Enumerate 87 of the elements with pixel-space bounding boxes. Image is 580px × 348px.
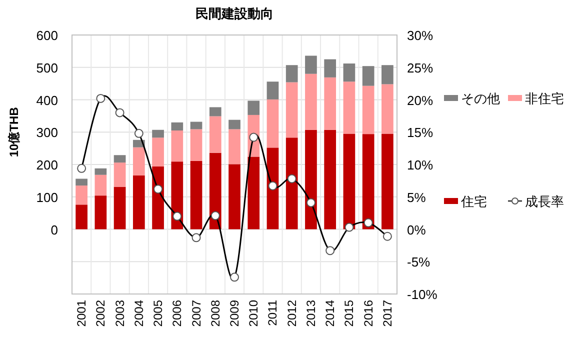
x-tick-label: 2015 (342, 300, 356, 327)
bar (248, 156, 260, 230)
y2-tick-label: 20% (407, 92, 434, 108)
bar (114, 162, 126, 187)
bar (382, 134, 394, 230)
y-tick-label: 200 (36, 158, 58, 172)
bar (76, 204, 88, 230)
legend-label: 非住宅 (525, 91, 564, 106)
bar (382, 65, 394, 84)
y2-tick-label: 5% (407, 190, 426, 205)
bar (286, 82, 298, 138)
y-tick-label: 400 (36, 92, 58, 108)
bar (266, 99, 279, 148)
bar (266, 82, 279, 100)
bar (209, 116, 222, 153)
bar (343, 134, 356, 230)
y2-tick-label: 15% (407, 125, 434, 140)
x-tick-label: 2016 (361, 300, 376, 327)
bar (362, 66, 374, 86)
bar (94, 174, 107, 196)
y2-tick-label: 0% (407, 222, 426, 238)
x-tick-label: 2011 (266, 300, 280, 326)
legend-label: その他 (461, 91, 500, 106)
bar (94, 168, 107, 175)
bar (286, 138, 298, 230)
y2-tick-label: 25% (407, 60, 434, 76)
x-tick-label: 2004 (132, 300, 146, 327)
y-tick-label: 100 (36, 190, 58, 205)
bar (114, 186, 126, 230)
bar (324, 77, 336, 130)
bar (228, 164, 240, 230)
bar (171, 162, 184, 230)
x-tick-label: 2005 (151, 300, 166, 327)
y-tick-label: 500 (36, 60, 58, 76)
x-tick-label: 2007 (189, 300, 204, 327)
x-tick-label: 2010 (246, 300, 261, 327)
x-tick-label: 2014 (323, 300, 338, 327)
y2-tick-label: -10% (407, 287, 438, 302)
bar (132, 147, 145, 176)
bar (228, 120, 240, 130)
x-tick-label: 2002 (94, 300, 108, 327)
bar (94, 196, 107, 230)
bar (76, 186, 88, 205)
bar (76, 178, 88, 186)
bar (324, 59, 336, 78)
bar (362, 134, 374, 230)
bar (305, 74, 317, 130)
bar (209, 152, 222, 230)
bar (305, 130, 317, 230)
chart-title: 民間建設動向 (196, 6, 274, 21)
bar (286, 65, 298, 82)
x-tick-label: 2013 (304, 300, 318, 327)
bar (266, 148, 279, 230)
x-tick-label: 2008 (208, 300, 222, 327)
bar (228, 129, 240, 164)
bar (305, 56, 317, 74)
x-tick-label: 2017 (380, 300, 394, 327)
y2-tick-label: 30% (407, 28, 434, 43)
bar (190, 129, 202, 161)
x-tick-label: 2009 (228, 300, 242, 327)
bar (209, 107, 222, 116)
x-tick-label: 2001 (74, 300, 89, 327)
bar (190, 122, 202, 130)
bar (362, 86, 374, 134)
y-tick-label: 300 (36, 125, 58, 140)
bar (114, 155, 126, 163)
bar (324, 130, 336, 230)
bar (343, 63, 356, 82)
legend-label: 住宅 (460, 194, 487, 209)
bar (190, 160, 202, 230)
y2-tick-label: 10% (407, 158, 434, 172)
bar (171, 130, 184, 162)
x-tick-label: 2012 (284, 300, 299, 327)
x-tick-label: 2006 (170, 300, 184, 327)
bar (171, 122, 184, 131)
y2-tick-label: -5% (407, 254, 431, 270)
bar (382, 84, 394, 134)
y-tick-label: 600 (36, 28, 58, 43)
bar (343, 82, 356, 134)
y-axis-title: 10億THB (7, 106, 21, 158)
bar (152, 138, 164, 166)
bar (248, 100, 260, 115)
bar (132, 176, 145, 230)
x-tick-label: 2003 (112, 300, 127, 327)
legend-label: 成長率 (525, 194, 564, 209)
y-tick-label: 0 (50, 222, 58, 238)
bar (152, 130, 164, 138)
